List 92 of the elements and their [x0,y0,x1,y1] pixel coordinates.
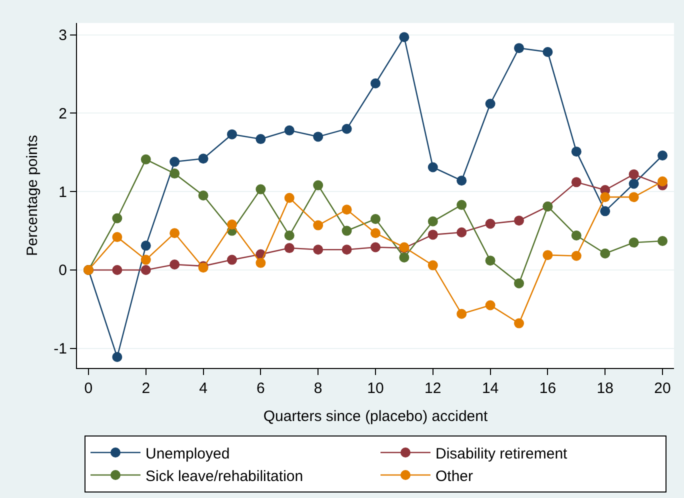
point [485,300,496,310]
point [628,192,639,202]
point [342,124,352,134]
point [370,214,380,224]
point [370,228,380,238]
legend-label: Disability retirement [436,445,568,462]
x-tick-label: 16 [539,380,556,397]
point [658,236,668,246]
point [313,132,324,142]
point [170,260,180,270]
point [600,206,610,216]
point [456,227,467,238]
point [198,190,208,200]
point [542,250,553,260]
x-tick-label: 8 [314,380,322,397]
y-tick-label: -1 [54,340,67,358]
point [571,230,582,240]
point [256,184,266,194]
point [256,258,266,268]
point [342,244,352,255]
point [112,352,122,362]
point [399,32,410,42]
point [485,256,496,266]
y-tick-label: 3 [58,27,67,44]
point [170,156,180,167]
point [571,146,582,157]
x-tick-label: 6 [256,380,265,397]
point [370,78,380,88]
point [370,242,380,252]
x-tick-label: 14 [482,380,499,397]
point [514,216,524,226]
x-tick-label: 4 [199,380,208,397]
point [284,192,294,203]
point [428,260,438,270]
point [226,220,237,230]
point [226,254,237,265]
point [571,177,582,188]
point [514,278,524,288]
point [485,218,496,229]
point [170,168,180,179]
point [140,240,151,251]
x-tick-label: 12 [424,380,442,397]
point [284,230,294,240]
point [112,232,122,242]
point [198,154,208,164]
point [428,230,438,240]
y-axis-title: Percentage points [24,135,41,256]
point [514,318,524,328]
point [456,176,467,186]
point [226,129,237,140]
x-tick-label: 18 [596,380,614,397]
point [542,47,553,58]
point [456,308,467,319]
point [313,220,324,230]
point [313,244,324,255]
point [399,252,410,262]
point [140,254,151,265]
point [600,248,610,259]
point [571,250,582,261]
legend-label: Sick leave/rehabilitation [146,468,304,485]
y-tick-label: 1 [58,184,67,201]
point [628,178,639,189]
point [428,216,438,226]
point [284,243,294,254]
point [140,264,151,275]
legend-label: Unemployed [146,445,230,462]
point [170,228,180,238]
point [140,154,151,164]
point [342,204,352,215]
x-tick-label: 10 [367,380,384,397]
point [658,176,668,186]
x-tick-label: 20 [654,380,671,397]
point [428,162,438,172]
point [658,150,668,161]
point [342,226,352,236]
point [628,169,639,180]
point [600,192,610,202]
point [456,200,467,210]
y-tick-label: 2 [58,105,67,122]
x-tick-label: 2 [142,380,150,397]
point [628,238,639,248]
point [112,213,122,224]
point [112,264,122,275]
point [485,98,496,109]
x-axis-title: Quarters since (placebo) accident [263,408,488,425]
x-tick-label: 0 [84,380,93,397]
legend-label: Other [436,468,474,485]
point [256,134,266,144]
point [313,180,324,190]
point [514,43,524,54]
point [284,125,294,136]
y-tick-label: 0 [58,262,67,280]
